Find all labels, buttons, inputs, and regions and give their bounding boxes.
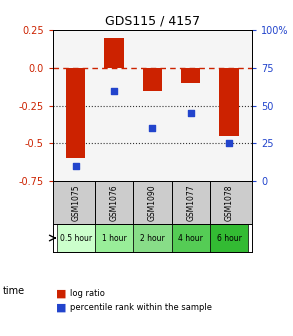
Text: 0.5 hour: 0.5 hour xyxy=(60,234,92,243)
Text: GSM1077: GSM1077 xyxy=(186,184,195,221)
FancyBboxPatch shape xyxy=(95,224,133,252)
Text: 6 hour: 6 hour xyxy=(217,234,241,243)
Text: log ratio: log ratio xyxy=(70,290,105,298)
FancyBboxPatch shape xyxy=(133,224,171,252)
Point xyxy=(188,111,193,116)
Title: GDS115 / 4157: GDS115 / 4157 xyxy=(105,15,200,28)
Point xyxy=(112,88,116,93)
Text: ■: ■ xyxy=(56,302,66,312)
Point xyxy=(73,163,78,169)
Text: GSM1075: GSM1075 xyxy=(71,184,80,221)
Text: 4 hour: 4 hour xyxy=(178,234,203,243)
Text: percentile rank within the sample: percentile rank within the sample xyxy=(70,303,212,312)
Point xyxy=(150,126,155,131)
Point xyxy=(227,140,231,146)
FancyBboxPatch shape xyxy=(57,224,95,252)
Bar xyxy=(181,68,200,83)
Text: time: time xyxy=(3,286,25,296)
Text: GSM1090: GSM1090 xyxy=(148,184,157,221)
FancyBboxPatch shape xyxy=(171,224,210,252)
Bar xyxy=(105,38,124,68)
Text: GSM1076: GSM1076 xyxy=(110,184,119,221)
FancyBboxPatch shape xyxy=(210,224,248,252)
Text: 2 hour: 2 hour xyxy=(140,234,165,243)
Bar xyxy=(143,68,162,90)
Text: GSM1078: GSM1078 xyxy=(224,184,234,221)
Text: 1 hour: 1 hour xyxy=(102,234,126,243)
Text: ■: ■ xyxy=(56,289,66,299)
Bar xyxy=(219,68,239,136)
Bar xyxy=(66,68,85,158)
